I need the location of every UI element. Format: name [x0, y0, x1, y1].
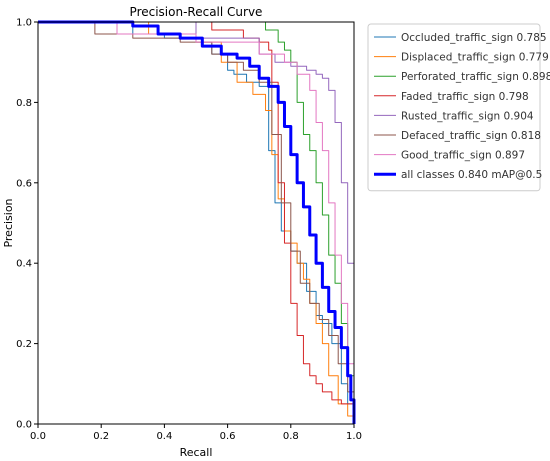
x-tick-label: 0.2: [93, 431, 109, 442]
series-line-7: [38, 20, 356, 424]
series-layer: [38, 20, 356, 424]
y-axis: 0.0 0.2 0.4 0.6 0.8 1.0: [16, 18, 38, 431]
y-axis-label: Precision: [2, 198, 15, 247]
legend-entry: Occluded_traffic_sign 0.785: [401, 32, 547, 44]
legend-entry: Good_traffic_sign 0.897: [401, 150, 525, 162]
series-line-6: [38, 21, 355, 424]
legend-entry: Defaced_traffic_sign 0.818: [401, 130, 541, 142]
legend: Occluded_traffic_sign 0.785 Displaced_tra…: [367, 23, 550, 192]
chart-title: Precision-Recall Curve: [130, 5, 263, 19]
y-tick-label: 1.0: [16, 18, 32, 29]
y-tick-label: 0.6: [16, 178, 32, 189]
x-tick-label: 1.0: [346, 431, 362, 442]
x-tick-label: 0.0: [30, 431, 46, 442]
legend-entry: Displaced_traffic_sign 0.779: [401, 52, 549, 64]
y-tick-label: 0.4: [16, 259, 32, 270]
legend-entry: all classes 0.840 mAP@0.5: [401, 169, 542, 181]
x-tick-label: 0.4: [156, 431, 172, 442]
series-line-3: [38, 21, 355, 424]
legend-box: [367, 23, 541, 192]
series-line-5: [38, 21, 355, 424]
x-axis-label: Recall: [180, 446, 213, 459]
y-tick-label: 0.0: [16, 420, 32, 431]
y-tick-label: 0.8: [16, 98, 32, 109]
legend-entry: Faded_traffic_sign 0.798: [401, 91, 529, 103]
series-line-4: [38, 21, 355, 424]
legend-entry: Rusted_traffic_sign 0.904: [401, 110, 534, 122]
series-line-2: [38, 21, 355, 424]
y-tick-label: 0.2: [16, 339, 32, 350]
plot-frame: [37, 21, 355, 425]
legend-entry: Perforated_traffic_sign 0.898: [401, 71, 550, 83]
x-tick-label: 0.8: [283, 431, 299, 442]
x-tick-label: 0.6: [220, 431, 236, 442]
x-axis: 0.0 0.2 0.4 0.6 0.8 1.0: [30, 424, 362, 442]
